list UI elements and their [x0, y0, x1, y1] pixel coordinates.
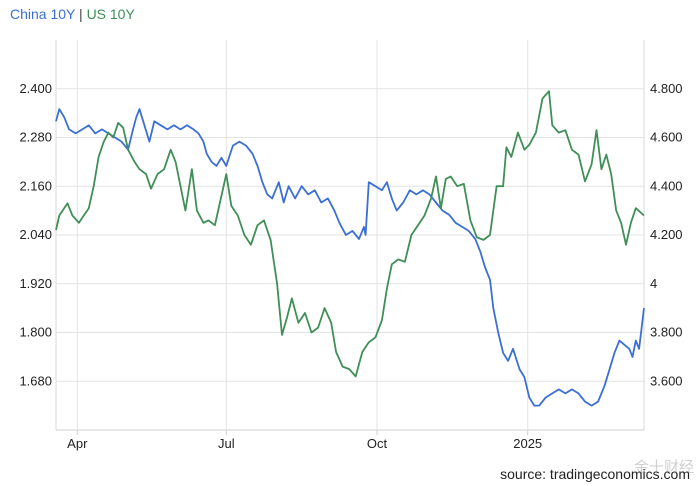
series-lines [55, 90, 645, 407]
grid-lines [55, 40, 645, 435]
source-label: source: tradingeconomics.com [500, 466, 690, 482]
y-left-tick-label: 2.160 [19, 178, 52, 193]
x-tick-label: Apr [67, 436, 88, 451]
y-right-tick-label: 4.200 [650, 227, 683, 242]
x-tick-label: 2025 [513, 436, 542, 451]
legend-us-10y: US 10Y [86, 6, 135, 22]
y-left-tick-label: 2.040 [19, 227, 52, 242]
series-line-china-10y [55, 108, 645, 407]
y-axis-left-ticks: 2.400 2.280 2.160 2.040 1.920 1.800 1.680 [19, 81, 52, 389]
y-right-tick-label: 4 [650, 276, 657, 291]
x-axis-ticks: Apr Jul Oct 2025 [67, 436, 542, 451]
y-right-tick-label: 4.800 [650, 81, 683, 96]
chart-legend-title: China 10Y | US 10Y [10, 6, 135, 22]
legend-separator: | [79, 6, 83, 22]
x-tick-label: Jul [218, 436, 235, 451]
y-right-tick-label: 4.600 [650, 130, 683, 145]
legend-china-10y: China 10Y [10, 6, 76, 22]
y-left-tick-label: 1.920 [19, 276, 52, 291]
x-tick-label: Oct [367, 436, 388, 451]
y-left-tick-label: 1.800 [19, 325, 52, 340]
y-right-tick-label: 4.400 [650, 178, 683, 193]
y-left-tick-label: 2.400 [19, 81, 52, 96]
watermark-text: 金十财经 [633, 458, 694, 476]
y-left-tick-label: 1.680 [19, 373, 52, 388]
y-axis-right-ticks: 4.800 4.600 4.400 4.200 4 3.800 3.600 [650, 81, 683, 389]
y-right-tick-label: 3.600 [650, 373, 683, 388]
y-left-tick-label: 2.280 [19, 130, 52, 145]
y-right-tick-label: 3.800 [650, 325, 683, 340]
series-line-us-10y [55, 90, 645, 378]
